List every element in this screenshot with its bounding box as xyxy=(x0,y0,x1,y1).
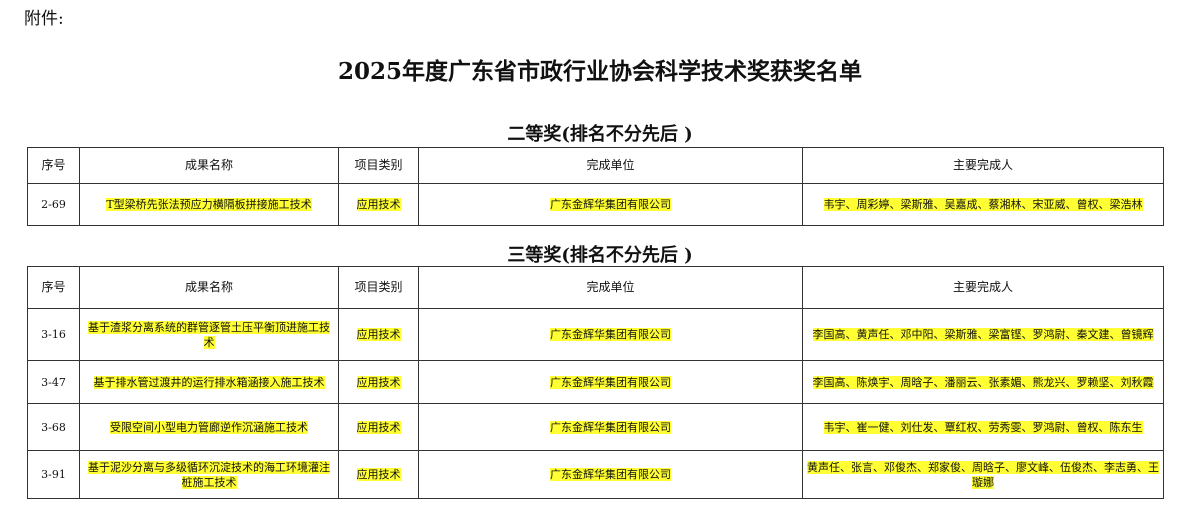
third-prize-table: 序号 成果名称 项目类别 完成单位 主要完成人 3-16 基于渣浆分离系统的群管逐… xyxy=(27,266,1164,499)
cell-category: 应用技术 xyxy=(356,328,401,341)
cell-unit: 广东金辉华集团有限公司 xyxy=(550,468,671,481)
cell-name: 基于渣浆分离系统的群管逐管土压平衡顶进施工技术 xyxy=(88,320,330,349)
cell-unit: 广东金辉华集团有限公司 xyxy=(550,198,671,211)
col-header-category: 项目类别 xyxy=(338,266,419,309)
col-header-people: 主要完成人 xyxy=(802,147,1164,184)
cell-name: 基于泥沙分离与多级循环沉淀技术的海工环境灌注桩施工技术 xyxy=(88,460,330,489)
section-heading-third-prize: 三等奖(排名不分先后 ) xyxy=(507,245,693,266)
cell-people: 李国高、黄声任、邓中阳、梁斯雅、梁富铿、罗鸿尉、秦文建、曾镜辉 xyxy=(812,328,1154,341)
table-header-row: 序号 成果名称 项目类别 完成单位 主要完成人 xyxy=(27,147,1164,184)
second-prize-table: 序号 成果名称 项目类别 完成单位 主要完成人 2-69 T型梁桥先张法预应力横… xyxy=(27,147,1164,226)
col-header-no: 序号 xyxy=(27,266,80,309)
col-header-category: 项目类别 xyxy=(338,147,419,184)
attachment-label: 附件: xyxy=(24,9,64,29)
table-header-row: 序号 成果名称 项目类别 完成单位 主要完成人 xyxy=(27,266,1164,309)
cell-category: 应用技术 xyxy=(356,375,401,389)
cell-unit: 广东金辉华集团有限公司 xyxy=(550,328,671,341)
cell-name: 基于排水管过渡井的运行排水箱涵接入施工技术 xyxy=(93,375,325,389)
col-header-no: 序号 xyxy=(27,147,80,184)
cell-people: 韦宇、崔一健、刘仕发、覃红权、劳秀雯、罗鸿尉、曾权、陈东生 xyxy=(823,420,1143,434)
cell-no: 3-91 xyxy=(27,450,80,499)
page-title: 2025年度广东省市政行业协会科学技术奖获奖名单 xyxy=(337,58,862,85)
cell-people: 韦宇、周彩婷、梁斯雅、吴嘉成、蔡湘林、宋亚威、曾权、梁浩林 xyxy=(823,198,1143,211)
table-row: 3-47 基于排水管过渡井的运行排水箱涵接入施工技术 应用技术 广东金辉华集团有限公司… xyxy=(27,360,1164,404)
cell-no: 2-69 xyxy=(27,183,80,226)
cell-people: 黄声任、张言、邓俊杰、郑家俊、周晗子、廖文峰、伍俊杰、李志勇、王璇娜 xyxy=(807,460,1159,489)
cell-people: 李国高、陈焕宇、周晗子、潘丽云、张素媚、熊龙兴、罗赖坚、刘秋霞 xyxy=(812,375,1154,389)
col-header-unit: 完成单位 xyxy=(418,266,803,309)
table-row: 3-16 基于渣浆分离系统的群管逐管土压平衡顶进施工技术 应用技术 广东金辉华集团有限… xyxy=(27,308,1164,361)
cell-no: 3-68 xyxy=(27,403,80,451)
col-header-name: 成果名称 xyxy=(79,266,339,309)
cell-name: T型梁桥先张法预应力横隔板拼接施工技术 xyxy=(106,198,312,211)
cell-no: 3-16 xyxy=(27,308,80,361)
col-header-unit: 完成单位 xyxy=(418,147,803,184)
section-heading-second-prize: 二等奖(排名不分先后 ) xyxy=(507,124,693,145)
table-row: 3-68 受限空间小型电力管廊逆作沉涵施工技术 应用技术 广东金辉华集团有限公司 韦宇、… xyxy=(27,403,1164,451)
cell-category: 应用技术 xyxy=(356,420,401,434)
cell-unit: 广东金辉华集团有限公司 xyxy=(550,420,671,434)
col-header-name: 成果名称 xyxy=(79,147,339,184)
cell-unit: 广东金辉华集团有限公司 xyxy=(550,375,671,389)
cell-category: 应用技术 xyxy=(356,468,401,481)
cell-category: 应用技术 xyxy=(356,198,401,211)
cell-name: 受限空间小型电力管廊逆作沉涵施工技术 xyxy=(110,420,308,434)
table-row: 3-91 基于泥沙分离与多级循环沉淀技术的海工环境灌注桩施工技术 应用技术 广东金辉华… xyxy=(27,450,1164,499)
col-header-people: 主要完成人 xyxy=(802,266,1164,309)
table-row: 2-69 T型梁桥先张法预应力横隔板拼接施工技术 应用技术 广东金辉华集团有限公… xyxy=(27,183,1164,226)
cell-no: 3-47 xyxy=(27,360,80,404)
